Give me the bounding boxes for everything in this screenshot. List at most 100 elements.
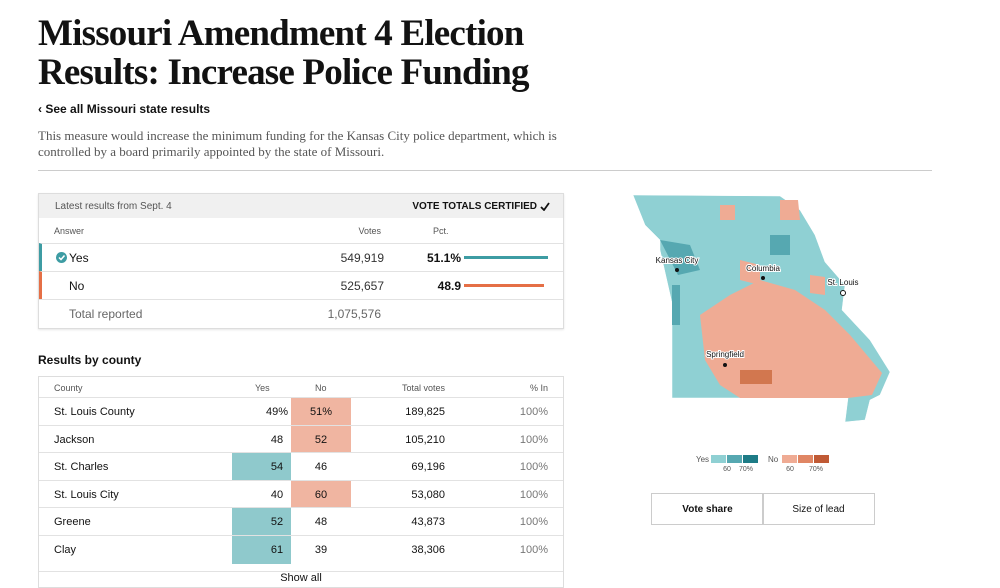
description: This measure would increase the minimum … [38, 128, 557, 159]
toggle-button[interactable]: Size of lead [762, 493, 875, 525]
county-row: St. Charles 54 46 69,196 100% [39, 452, 563, 481]
no-strong [740, 370, 772, 384]
yes-cell [232, 453, 291, 481]
section-title: Results by county [38, 353, 142, 367]
county-cell: 53,080 [411, 488, 445, 501]
check-icon [540, 202, 550, 211]
page-title: Missouri Amendment 4 Election Results: I… [38, 13, 529, 93]
legend-swatch [743, 455, 758, 463]
county-cell: 49% [265, 406, 289, 418]
col-label: Pct. [433, 226, 449, 236]
toggle-button[interactable]: Vote share [651, 493, 764, 525]
total-row: Total reported 1,075,576 [39, 299, 563, 328]
winner-circle [56, 252, 67, 263]
city-label: Springfield [706, 350, 744, 359]
no-region [700, 280, 882, 398]
results-header: Latest results from Sept. 4 VOTE TOTALS … [39, 194, 563, 218]
city-label: Kansas City [656, 256, 699, 265]
legend-swatch [727, 455, 742, 463]
col-label: Yes [255, 383, 270, 393]
county-cell: 60 [314, 488, 328, 501]
pct: 48.9 [437, 279, 461, 293]
legend-swatch [798, 455, 813, 463]
legend-tick: 70% [739, 466, 753, 473]
col-label: County [54, 383, 83, 393]
updated: Latest results from Sept. 4 [55, 201, 172, 212]
total-label: Total reported [69, 307, 143, 321]
county-cell: 100% [519, 406, 548, 418]
city-label: St. Louis [827, 278, 858, 287]
county-row: Clay 61 39 38,306 100% [39, 535, 563, 564]
legend-tick: 60 [723, 466, 731, 473]
legend-swatch [782, 455, 797, 463]
county-cell: 48 [314, 516, 328, 529]
legend-yes: Yes [696, 455, 709, 464]
col-label: % In [529, 383, 548, 393]
county-cell: 100% [519, 516, 548, 529]
back-link[interactable]: ‹ See all Missouri state results [38, 102, 211, 116]
yes-strong [660, 235, 790, 325]
county-cell: 69,196 [411, 461, 445, 474]
city-label: Columbia [746, 264, 780, 273]
county-cell: 52 [270, 516, 284, 529]
votes: 549,919 [340, 251, 384, 265]
legend-no: No [768, 455, 779, 464]
no-cell [291, 425, 351, 454]
county-cell: St. Louis City [54, 488, 119, 501]
winner-icon [56, 252, 67, 263]
county-cell: 100% [519, 461, 548, 474]
city-dot [675, 268, 679, 272]
legend-swatch [711, 455, 726, 463]
yes-cell [232, 508, 291, 536]
county-cell: Greene [54, 516, 91, 529]
no-cell [291, 480, 351, 509]
winner-check [58, 255, 66, 261]
county-cell: St. Charles [54, 461, 109, 474]
divider [38, 170, 932, 171]
county-cell: 100% [519, 488, 548, 501]
answer-row: No 525,657 48.9 [39, 271, 563, 299]
total-votes: 1,075,576 [327, 307, 381, 321]
col-label: No [315, 383, 327, 393]
county-cell: 54 [270, 461, 284, 474]
no-cell [291, 398, 351, 426]
county-cell: St. Louis County [54, 406, 135, 418]
county-cell: Jackson [54, 433, 95, 446]
county-cell: 48 [270, 433, 284, 446]
votes: 525,657 [340, 279, 384, 293]
county-cell: 39 [314, 544, 328, 556]
col-label: Votes [358, 226, 381, 236]
col-label: Answer [54, 226, 85, 236]
yes-cell [232, 536, 291, 564]
status: VOTE TOTALS CERTIFIED [412, 201, 537, 212]
county-cell: 100% [519, 544, 548, 556]
city-dot [761, 276, 765, 280]
county-header: County Yes No Total votes % In [39, 377, 563, 397]
county-cell: 61 [270, 544, 284, 556]
col-label: Total votes [401, 383, 445, 393]
county-row: St. Louis County 49% 51% 189,825 100% [39, 397, 563, 426]
answer-row: Yes 549,919 51.1% [39, 243, 563, 271]
pct: 51.1% [426, 251, 461, 265]
legend-tick: 60 [786, 466, 794, 473]
answer: Yes [69, 251, 89, 265]
pct-bar [464, 284, 545, 287]
county-row: Greene 52 48 43,873 100% [39, 507, 563, 536]
no-patches [720, 200, 825, 295]
county-cell: 46 [314, 461, 328, 474]
county-cell: 100% [519, 433, 548, 446]
county-cell: 43,873 [411, 516, 445, 529]
answer: No [69, 279, 85, 293]
column-header: Answer Votes Pct. [39, 218, 563, 242]
county-cell: 105,210 [405, 433, 445, 446]
county-table: County Yes No Total votes % In St. Louis Coun… [38, 376, 564, 588]
county-cell: 189,825 [405, 406, 445, 418]
county-row: St. Louis City 40 60 53,080 100% [39, 479, 563, 509]
page: Missouri Amendment 4 Election Results: I… [38, 13, 932, 588]
pct-bar [464, 256, 548, 259]
county-cell: Clay [54, 544, 77, 556]
county-cell: 51% [309, 406, 333, 418]
legend-tick: 70% [809, 466, 823, 473]
results-table: Latest results from Sept. 4 VOTE TOTALS … [38, 193, 564, 329]
